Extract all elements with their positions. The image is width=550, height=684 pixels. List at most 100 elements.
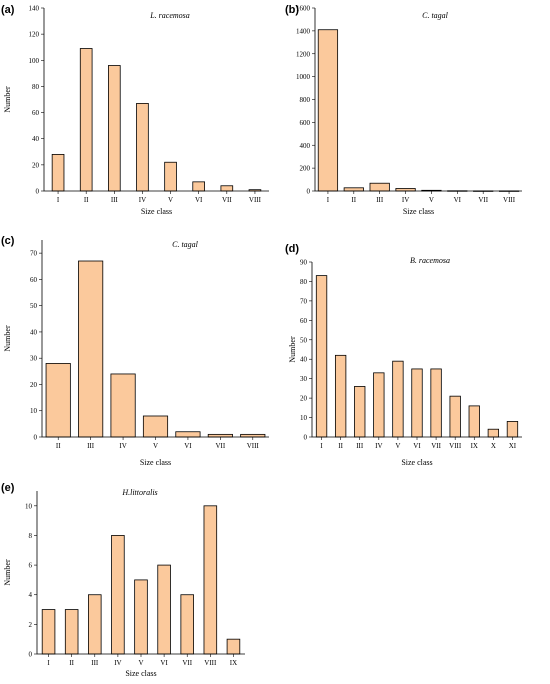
- chart-b-xlabel: Size class: [403, 207, 434, 216]
- chart-d-ytick-label: 10: [300, 414, 308, 422]
- chart-c-ytick-label: 70: [30, 250, 38, 258]
- chart-d-ytick-label: 60: [300, 317, 308, 325]
- chart-e-bar-VII: [180, 594, 194, 655]
- chart-e-xtick-label: IV: [114, 659, 121, 667]
- chart-e-ytick-label: 10: [25, 502, 33, 510]
- chart-c-xtick-label: VIII: [247, 442, 260, 450]
- chart-e-bar-II: [64, 609, 79, 655]
- chart-e-bar-VI: [157, 564, 171, 655]
- chart-a-bar-IV: [136, 103, 149, 192]
- chart-a-ytick-label: 40: [32, 135, 40, 143]
- chart-d-xtick-label: VII: [431, 442, 441, 450]
- chart-a-xtick-label: IV: [139, 196, 146, 204]
- chart-e-xtick-label: IX: [230, 659, 237, 667]
- chart-a-ytick-label: 120: [29, 31, 40, 39]
- chart-d-ytick-label: 50: [300, 336, 308, 344]
- chart-c-ytick-label: 40: [30, 328, 38, 336]
- chart-b-xtick-label: VII: [478, 196, 488, 204]
- chart-d-ylabel: Number: [288, 336, 297, 363]
- chart-d-bar-X: [487, 428, 500, 438]
- chart-a-bar-V: [164, 161, 177, 192]
- chart-c-xtick-label: II: [56, 442, 61, 450]
- chart-e-xlabel: Size class: [125, 669, 156, 678]
- chart-a-bar-III: [108, 65, 121, 192]
- chart-b-title: C. tagal: [422, 11, 449, 20]
- chart-e-bar-III: [88, 594, 102, 655]
- chart-b-ytick-label: 600: [300, 119, 311, 127]
- chart-e-bar-VIII: [203, 505, 218, 655]
- chart-d-xtick-label: VI: [413, 442, 421, 450]
- chart-e-panel-label: (e): [1, 482, 15, 494]
- chart-b-ytick-label: 1200: [296, 50, 311, 58]
- chart-e-bar-IX: [226, 638, 241, 655]
- chart-b-xtick-label: IV: [402, 196, 409, 204]
- chart-b-xtick-label: V: [429, 196, 434, 204]
- chart-c-bar-II: [45, 363, 71, 438]
- chart-d-xtick-label: IX: [471, 442, 478, 450]
- chart-d-ytick-label: 90: [300, 259, 308, 267]
- chart-e-bar-I: [41, 609, 56, 655]
- chart-e-bar-V: [134, 579, 148, 655]
- chart-d-xtick-label: XI: [509, 442, 517, 450]
- chart-c-xtick-label: V: [153, 442, 158, 450]
- chart-b-bar-II: [343, 187, 364, 192]
- chart-c-bar-III: [78, 260, 104, 438]
- chart-a-ytick-label: 60: [32, 109, 40, 117]
- chart-d-title: B. racemosa: [410, 256, 450, 265]
- chart-d-ytick-label: 20: [300, 395, 308, 403]
- chart-d-xtick-label: VIII: [449, 442, 462, 450]
- chart-c-ytick-label: 20: [30, 381, 38, 389]
- chart-a-bar-II: [79, 48, 93, 192]
- chart-a-ylabel: Number: [3, 86, 12, 113]
- chart-e-ytick-label: 8: [29, 532, 33, 540]
- chart-c-bar-V: [142, 415, 169, 438]
- chart-b-xtick-label: VI: [454, 196, 462, 204]
- chart-b-axes: [314, 8, 522, 192]
- chart-a-title: L. racemosa: [149, 11, 190, 20]
- chart-d-panel-label: (d): [285, 243, 299, 255]
- chart-c-ytick-label: 30: [30, 355, 38, 363]
- chart-d-xlabel: Size class: [401, 458, 432, 467]
- chart-d-xtick-label: X: [491, 442, 496, 450]
- chart-e-xtick-label: I: [47, 659, 50, 667]
- chart-e-title: H.littoralis: [121, 488, 157, 497]
- chart-d-bar-VI: [411, 368, 423, 438]
- chart-a-xlabel: Size class: [141, 207, 172, 216]
- chart-c-panel-label: (c): [1, 235, 15, 247]
- chart-a-ytick-label: 140: [29, 5, 40, 13]
- chart-d-ytick-label: 40: [300, 356, 308, 364]
- chart-d-ytick-label: 70: [300, 297, 308, 305]
- chart-d-bar-VIII: [449, 395, 461, 438]
- chart-c-axes: [41, 240, 269, 438]
- chart-a-bar-VII: [220, 185, 234, 192]
- chart-c-xlabel: Size class: [140, 458, 171, 467]
- chart-c-ytick-label: 50: [30, 302, 38, 310]
- chart-c-bar-VI: [175, 431, 201, 438]
- chart-b-bar-III: [369, 182, 390, 192]
- chart-b-ytick-label: 200: [300, 165, 311, 173]
- chart-e-bar-IV: [111, 535, 125, 655]
- chart-d-bar-III: [354, 386, 366, 438]
- chart-a-ytick-label: 80: [32, 83, 40, 91]
- chart-e-ytick-label: 6: [29, 562, 33, 570]
- chart-e-ytick-label: 0: [29, 651, 33, 659]
- chart-c-ytick-label: 10: [30, 407, 38, 415]
- chart-a-xtick-label: V: [168, 196, 173, 204]
- chart-d-bar-XI: [506, 421, 519, 438]
- chart-a-xtick-label: VIII: [249, 196, 262, 204]
- chart-e-xtick-label: VIII: [204, 659, 217, 667]
- chart-d-bar-II: [334, 354, 347, 438]
- chart-b-bar-I: [317, 29, 339, 192]
- chart-d-ytick-label: 30: [300, 375, 308, 383]
- chart-a-ytick-label: 20: [32, 161, 40, 169]
- chart-a-ytick-label: 100: [29, 57, 40, 65]
- chart-a-xtick-label: II: [84, 196, 89, 204]
- chart-c-xtick-label: III: [87, 442, 95, 450]
- chart-e-xtick-label: II: [69, 659, 74, 667]
- chart-d-xtick-label: V: [395, 442, 400, 450]
- chart-d-xtick-label: II: [338, 442, 343, 450]
- chart-c-ytick-label: 60: [30, 276, 38, 284]
- chart-d-ytick-label: 80: [300, 278, 308, 286]
- chart-b-panel-label: (b): [285, 4, 299, 16]
